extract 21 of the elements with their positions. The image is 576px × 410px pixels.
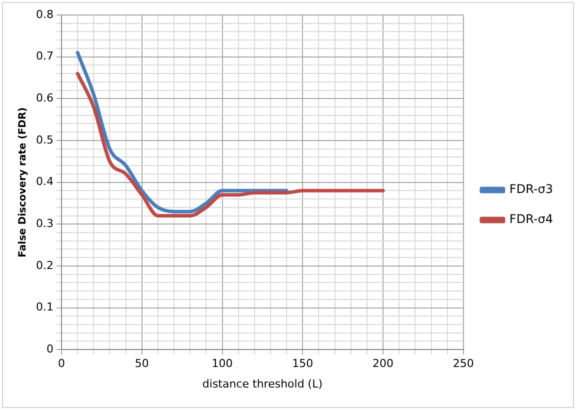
y-tick-label: 0.8 <box>36 8 54 21</box>
line-series <box>76 50 288 214</box>
x-tick-label: 0 <box>58 357 65 370</box>
y-tick-label: 0.3 <box>36 216 54 230</box>
legend-label: FDR-σ3 <box>509 182 554 196</box>
line-series <box>76 72 385 218</box>
legend-label: FDR-σ4 <box>509 212 554 226</box>
x-tick-label: 200 <box>372 357 394 370</box>
y-tick-label: 0.6 <box>36 92 54 105</box>
x-tick-label: 50 <box>134 357 149 370</box>
y-tick-label: 0.4 <box>36 175 54 188</box>
y-tick-label: 0.2 <box>36 258 54 272</box>
y-tick-label: 0.7 <box>36 50 54 63</box>
y-tick-label: 0.5 <box>36 133 54 146</box>
x-tick-label: 250 <box>452 357 474 370</box>
x-tick-label: 100 <box>212 357 233 370</box>
x-axis-title: distance threshold (L) <box>202 377 323 390</box>
y-tick-label: 0.1 <box>36 300 54 314</box>
y-tick-label: 0 <box>46 342 54 356</box>
x-tick-label: 150 <box>292 357 314 370</box>
y-axis-title: False Discovery rate (FDR) <box>18 107 29 258</box>
